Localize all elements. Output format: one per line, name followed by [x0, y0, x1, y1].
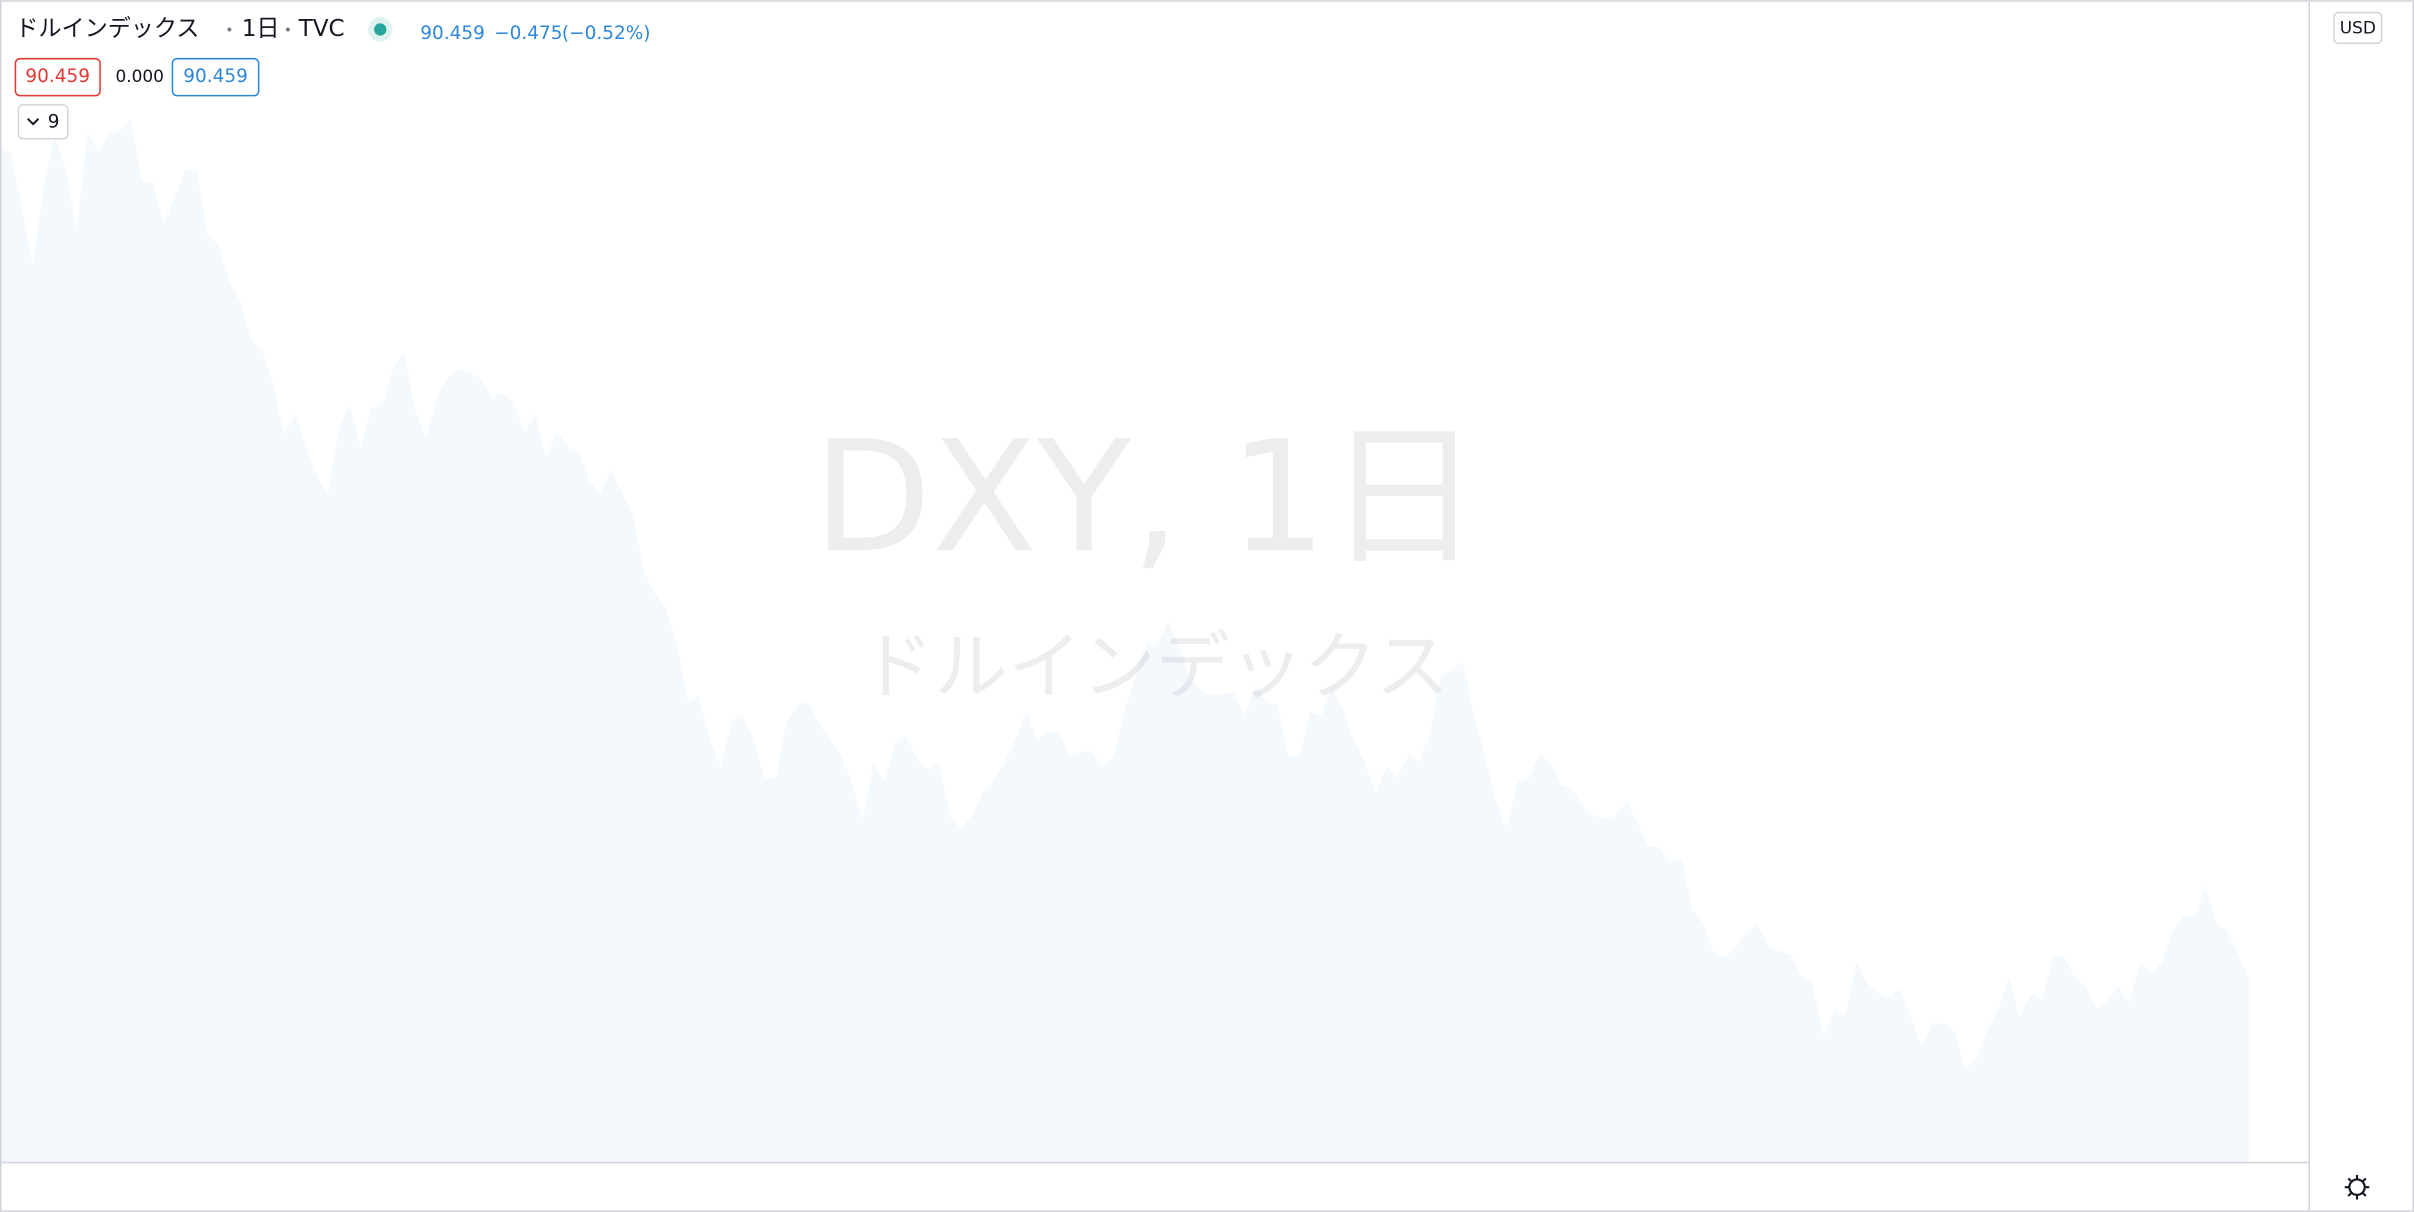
settings-icon[interactable]: [2344, 1174, 2370, 1200]
indicator-value: 90.459: [183, 66, 248, 87]
watermark-title: DXY, 1日: [813, 408, 1481, 587]
collapse-button[interactable]: [17, 104, 69, 140]
change: −0.475: [494, 23, 562, 44]
price-area: [0, 119, 2250, 1163]
indicator-box: [14, 57, 101, 97]
gear-ring: [2348, 1178, 2366, 1196]
collapse-count[interactable]: 9: [48, 112, 60, 133]
separator: [227, 27, 232, 32]
indicator-box: [171, 57, 260, 97]
indicator-value: 0.000: [115, 66, 163, 86]
separator: [285, 27, 290, 32]
currency[interactable]: USD: [2340, 18, 2376, 38]
status-dot: [374, 23, 387, 36]
last-value: 90.459: [420, 23, 485, 44]
gear-teeth: [2344, 1174, 2370, 1200]
change-pct: (−0.52%): [562, 23, 651, 44]
watermark-subtitle: ドルインデックス: [860, 624, 1449, 710]
plot: [0, 119, 2250, 1163]
interval[interactable]: 1日: [242, 16, 280, 42]
exchange[interactable]: TVC: [298, 16, 345, 42]
symbol[interactable]: ドルインデックス: [15, 16, 199, 42]
indicator-value: 90.459: [25, 66, 90, 87]
currency-box[interactable]: [2333, 11, 2383, 45]
chevron-icon: [27, 118, 40, 126]
